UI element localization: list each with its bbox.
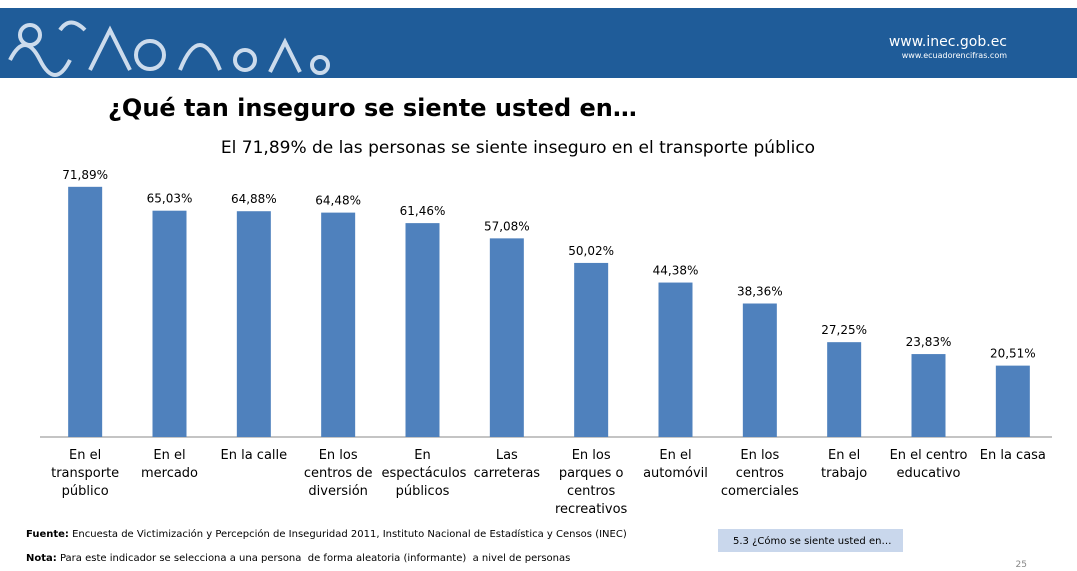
bar xyxy=(68,186,103,437)
slide-title: ¿Qué tan inseguro se siente usted en… xyxy=(108,94,637,122)
chart-subtitle: El 71,89% de las personas se siente inse… xyxy=(221,138,815,158)
x-tick-label: En el mercado xyxy=(140,448,199,481)
x-tick-label: En el transporte público xyxy=(51,448,120,499)
x-tick-label: En los parques o centros recreativos xyxy=(554,448,628,517)
note-box xyxy=(718,529,903,552)
x-tick-label: En los centros de diversión xyxy=(303,448,373,499)
value-label: 50,02% xyxy=(568,244,614,258)
bar xyxy=(405,223,440,437)
value-label: 57,08% xyxy=(484,219,530,233)
value-label: 65,03% xyxy=(147,192,193,206)
value-label: 61,46% xyxy=(400,204,446,218)
source-text: Encuesta de Victimización y Percepción d… xyxy=(72,529,627,540)
note-label: Nota: xyxy=(26,553,57,564)
bar xyxy=(489,238,524,437)
header-decoration xyxy=(8,20,330,77)
x-tick-label: En la casa xyxy=(979,448,1046,463)
x-tick-label: En el centro educativo xyxy=(889,448,968,481)
header-url2: www.ecuadorencifras.com xyxy=(902,51,1007,60)
x-tick-label: En el trabajo xyxy=(821,448,868,481)
value-label: 64,88% xyxy=(231,192,277,206)
value-label: 64,48% xyxy=(315,194,361,208)
value-label: 27,25% xyxy=(821,323,867,337)
x-tick-label: En espectáculos públicos xyxy=(381,448,467,499)
bar xyxy=(658,282,693,437)
bar xyxy=(321,212,356,437)
source: Fuente: Encuesta de Victimización y Perc… xyxy=(26,529,627,540)
x-tick-label: Las carreteras xyxy=(473,448,541,481)
note-text: Para este indicador se selecciona a una … xyxy=(59,553,571,564)
bar xyxy=(742,303,777,437)
value-label: 23,83% xyxy=(906,335,952,349)
value-label: 44,38% xyxy=(653,264,699,278)
bar xyxy=(827,342,862,437)
value-label: 20,51% xyxy=(990,347,1036,361)
bar xyxy=(995,365,1030,437)
bar xyxy=(152,210,187,437)
bar xyxy=(911,354,946,437)
x-tick-label: En los centros comerciales xyxy=(720,448,799,499)
note-box-text: 5.3 ¿Cómo se siente usted en… xyxy=(733,535,891,547)
note: Nota: Para este indicador se selecciona … xyxy=(26,553,570,564)
bar xyxy=(236,211,271,437)
value-label: 38,36% xyxy=(737,285,783,299)
x-tick-label: En la calle xyxy=(220,448,288,463)
header-url: www.inec.gob.ec xyxy=(889,34,1007,50)
value-label: 71,89% xyxy=(62,168,108,182)
x-tick-label: En el automóvil xyxy=(643,448,708,481)
bar xyxy=(574,262,609,437)
page-number: 25 xyxy=(1016,560,1027,570)
source-label: Fuente: xyxy=(26,529,69,540)
